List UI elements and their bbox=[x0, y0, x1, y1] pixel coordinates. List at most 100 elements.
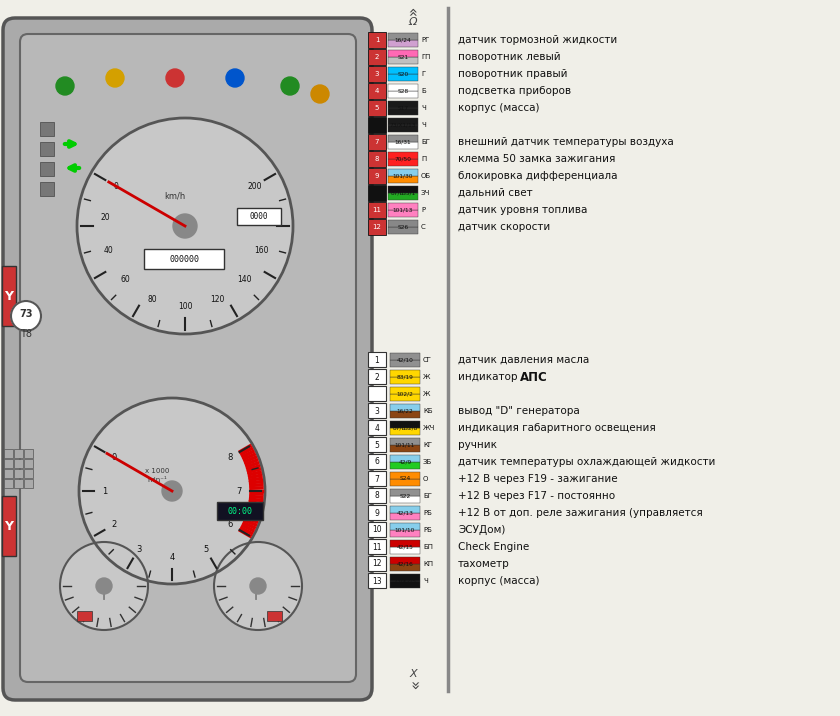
Bar bbox=[390, 411, 420, 418]
Bar bbox=[24, 469, 33, 478]
Bar bbox=[388, 57, 418, 64]
Text: 2: 2 bbox=[112, 520, 117, 529]
Bar bbox=[40, 142, 54, 156]
Text: 000000: 000000 bbox=[169, 254, 199, 263]
Text: S22: S22 bbox=[399, 493, 411, 498]
Text: Y: Y bbox=[4, 520, 13, 533]
Text: П: П bbox=[421, 156, 426, 162]
Bar bbox=[368, 556, 386, 571]
Bar bbox=[388, 84, 418, 91]
Text: 0000: 0000 bbox=[249, 211, 268, 221]
Circle shape bbox=[96, 578, 112, 594]
Bar bbox=[388, 210, 418, 217]
Bar bbox=[368, 352, 386, 367]
Text: О: О bbox=[423, 476, 428, 482]
Bar bbox=[390, 489, 420, 496]
Text: 1: 1 bbox=[375, 37, 379, 43]
Circle shape bbox=[106, 69, 124, 87]
Bar bbox=[368, 471, 386, 486]
Text: 102/2: 102/2 bbox=[396, 392, 413, 397]
Circle shape bbox=[281, 77, 299, 95]
Text: внешний датчик температуры воздуха: внешний датчик температуры воздуха bbox=[458, 137, 674, 147]
Bar bbox=[368, 168, 386, 184]
Text: РБ: РБ bbox=[423, 527, 432, 533]
Bar bbox=[390, 574, 420, 581]
Bar bbox=[40, 162, 54, 176]
Bar bbox=[14, 469, 23, 478]
FancyBboxPatch shape bbox=[3, 18, 372, 700]
Bar bbox=[368, 420, 386, 435]
Text: ⊤: ⊤ bbox=[98, 589, 110, 603]
Text: 42/16: 42/16 bbox=[396, 561, 413, 566]
Circle shape bbox=[11, 301, 41, 331]
Text: тахометр: тахометр bbox=[458, 559, 510, 569]
Text: 42/10: 42/10 bbox=[396, 357, 413, 362]
Text: Χ: Χ bbox=[409, 669, 417, 679]
Circle shape bbox=[173, 214, 197, 238]
Text: КП: КП bbox=[423, 561, 433, 567]
Circle shape bbox=[226, 69, 244, 87]
Text: »: » bbox=[406, 682, 421, 691]
Text: 87/Ш2/8: 87/Ш2/8 bbox=[392, 425, 417, 430]
Text: 16/31: 16/31 bbox=[395, 140, 412, 145]
Text: Ж: Ж bbox=[423, 374, 431, 380]
Bar bbox=[368, 386, 386, 401]
Text: 7: 7 bbox=[375, 139, 379, 145]
Text: 12: 12 bbox=[372, 559, 381, 569]
Text: БП: БП bbox=[423, 544, 433, 550]
FancyBboxPatch shape bbox=[144, 249, 224, 269]
Text: ЗБ: ЗБ bbox=[423, 459, 433, 465]
Bar bbox=[2, 266, 16, 326]
FancyBboxPatch shape bbox=[237, 208, 281, 225]
Text: S26: S26 bbox=[397, 225, 408, 230]
Bar bbox=[390, 428, 420, 435]
Text: Ч: Ч bbox=[421, 122, 426, 128]
Text: датчик скорости: датчик скорости bbox=[458, 222, 550, 232]
Bar bbox=[24, 479, 33, 488]
Text: x 1000: x 1000 bbox=[144, 468, 169, 474]
Text: КБ: КБ bbox=[423, 408, 433, 414]
Text: Check Engine: Check Engine bbox=[458, 542, 529, 552]
Bar bbox=[368, 437, 386, 452]
Bar bbox=[368, 539, 386, 554]
Text: 42/15: 42/15 bbox=[396, 544, 413, 549]
Text: S21: S21 bbox=[397, 54, 408, 59]
Bar bbox=[368, 134, 386, 150]
Text: 70/50: 70/50 bbox=[395, 157, 412, 162]
Text: Ч: Ч bbox=[421, 105, 426, 111]
Text: +12 В от доп. реле зажигания (управляется: +12 В от доп. реле зажигания (управляетс… bbox=[458, 508, 703, 518]
Text: 87/Ш5/1: 87/Ш5/1 bbox=[391, 190, 416, 195]
Text: подсветка приборов: подсветка приборов bbox=[458, 86, 571, 96]
Bar bbox=[390, 462, 420, 469]
Text: Ω: Ω bbox=[409, 17, 417, 27]
Bar bbox=[368, 49, 386, 65]
Text: Г: Г bbox=[421, 71, 425, 77]
Bar bbox=[2, 496, 16, 556]
Text: 42/13: 42/13 bbox=[396, 511, 413, 516]
Bar bbox=[368, 66, 386, 82]
Circle shape bbox=[311, 85, 329, 103]
Bar bbox=[368, 403, 386, 418]
Bar bbox=[388, 186, 418, 193]
Text: 9: 9 bbox=[375, 508, 380, 518]
Circle shape bbox=[77, 118, 293, 334]
Text: КГ: КГ bbox=[423, 442, 432, 448]
Circle shape bbox=[162, 481, 182, 501]
Bar bbox=[390, 547, 420, 554]
Text: корпус (масса): корпус (масса) bbox=[458, 576, 539, 586]
Text: 11: 11 bbox=[372, 543, 381, 551]
Bar bbox=[388, 220, 418, 227]
Text: 101/13: 101/13 bbox=[393, 208, 413, 213]
Bar bbox=[24, 459, 33, 468]
Bar bbox=[368, 488, 386, 503]
FancyBboxPatch shape bbox=[217, 502, 263, 520]
Bar bbox=[390, 581, 420, 588]
Bar bbox=[388, 227, 418, 234]
Bar bbox=[390, 387, 420, 394]
Text: корпус (масса): корпус (масса) bbox=[458, 103, 539, 113]
Bar bbox=[390, 530, 420, 537]
Text: датчик температуры охлаждающей жидкости: датчик температуры охлаждающей жидкости bbox=[458, 457, 716, 467]
Text: 101/11: 101/11 bbox=[395, 442, 415, 448]
Text: Р: Р bbox=[421, 207, 425, 213]
Bar bbox=[390, 394, 420, 401]
